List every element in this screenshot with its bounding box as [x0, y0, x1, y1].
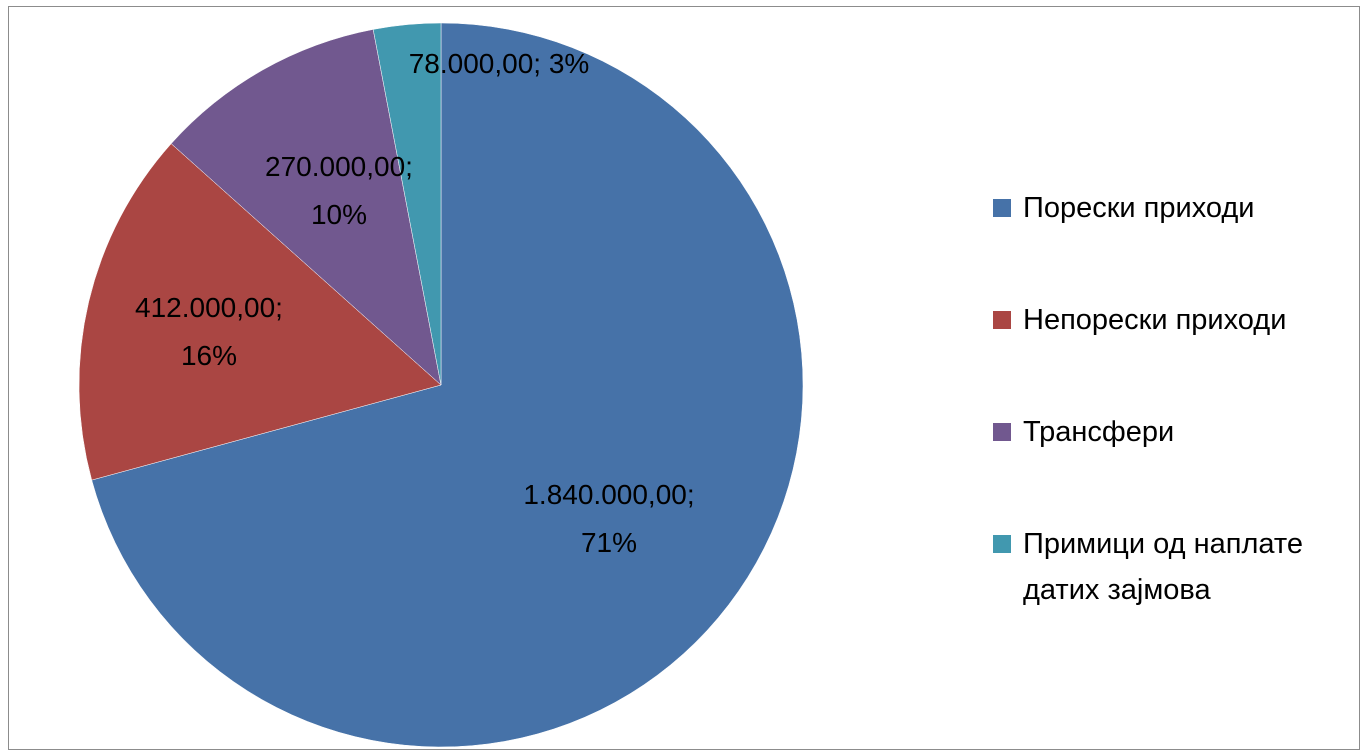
legend-item-tax-revenue[interactable]: Порески приходи [993, 185, 1366, 297]
legend-label-line2: датих зајмова [1023, 574, 1211, 606]
legend-label: Примици од наплате датих зајмова [1023, 521, 1363, 613]
legend-item-transfers[interactable]: Трансфери [993, 409, 1366, 521]
legend-swatch [993, 423, 1011, 441]
pie-slice-2[interactable] [78, 143, 442, 481]
pie-data-labels: 1.840.000,00; 71% 412.000,00; 16% 270.000,00… [135, 48, 695, 558]
data-label-percent-3: 10% [311, 199, 367, 230]
legend-swatch [993, 311, 1011, 329]
legend-label: Порески приходи [1023, 192, 1255, 224]
legend-label: Непорески приходи [1023, 304, 1287, 336]
legend-swatch [993, 535, 1011, 553]
pie-chart: 1.840.000,00; 71% 412.000,00; 16% 270.000,00… [78, 22, 804, 748]
data-label-percent-2: 16% [181, 340, 237, 371]
data-label-value-2: 412.000,00; [135, 292, 283, 323]
data-label-percent-1: 71% [581, 527, 637, 558]
legend-item-loan-repayments[interactable]: Примици од наплате датих зајмова [993, 521, 1366, 633]
pie-slices [78, 22, 804, 748]
legend-label-line1: Примици од наплате [1023, 528, 1303, 560]
data-label-value-3: 270.000,00; [265, 151, 413, 182]
chart-frame: 1.840.000,00; 71% 412.000,00; 16% 270.000,00… [8, 6, 1360, 750]
pie-slice-4[interactable] [372, 22, 442, 386]
legend: Порески приходи Непорески приходи Трансф… [993, 185, 1366, 633]
legend-swatch [993, 199, 1011, 217]
data-label-value-1: 1.840.000,00; [523, 479, 694, 510]
legend-label: Трансфери [1023, 416, 1175, 448]
legend-item-non-tax-revenue[interactable]: Непорески приходи [993, 297, 1366, 409]
pie-slice-3[interactable] [170, 29, 442, 386]
data-label-value-4: 78.000,00; 3% [409, 48, 590, 79]
pie-slice-1[interactable] [91, 22, 804, 748]
